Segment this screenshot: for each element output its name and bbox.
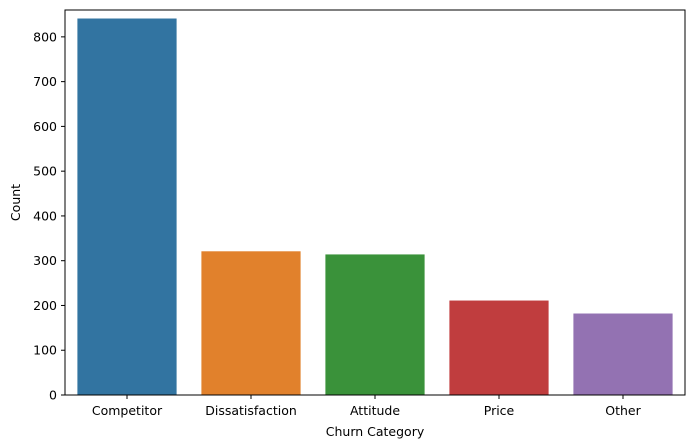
x-tick-label: Competitor bbox=[92, 403, 163, 418]
y-tick-label: 500 bbox=[33, 164, 57, 179]
bar-price bbox=[449, 300, 549, 395]
x-axis-label: Churn Category bbox=[326, 424, 425, 439]
y-tick-label: 800 bbox=[33, 29, 57, 44]
bar-competitor bbox=[77, 18, 177, 395]
bar-other bbox=[573, 313, 673, 395]
x-tick-label: Other bbox=[605, 403, 641, 418]
x-tick-label: Attitude bbox=[350, 403, 400, 418]
y-axis: 0 100 200 300 400 500 600 700 800 bbox=[33, 29, 65, 403]
y-tick-label: 600 bbox=[33, 119, 57, 134]
bars-group bbox=[77, 18, 673, 395]
y-tick-label: 0 bbox=[49, 388, 57, 403]
y-tick-label: 700 bbox=[33, 74, 57, 89]
y-tick-label: 200 bbox=[33, 298, 57, 313]
bar-dissatisfaction bbox=[201, 251, 301, 395]
y-axis-label: Count bbox=[8, 184, 23, 221]
y-tick-label: 100 bbox=[33, 343, 57, 358]
bar-attitude bbox=[325, 254, 425, 395]
x-tick-label: Dissatisfaction bbox=[205, 403, 297, 418]
y-tick-label: 400 bbox=[33, 208, 57, 223]
plot-frame bbox=[64, 9, 686, 396]
x-axis: Competitor Dissatisfaction Attitude Price Ot… bbox=[92, 395, 642, 418]
x-tick-label: Price bbox=[484, 403, 515, 418]
y-tick-label: 300 bbox=[33, 253, 57, 268]
